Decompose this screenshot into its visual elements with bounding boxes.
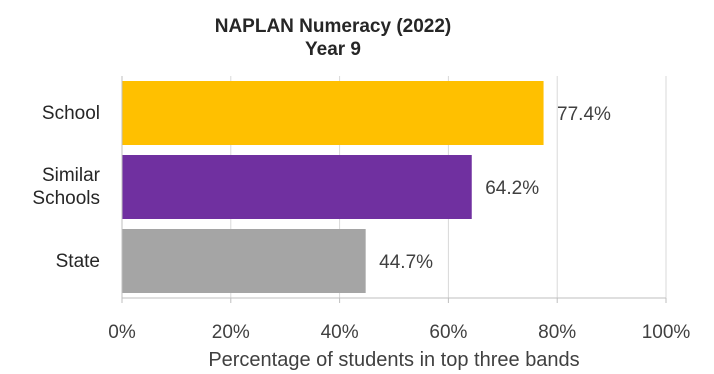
category-label-line: Schools xyxy=(32,188,100,209)
chart-title-line1: NAPLAN Numeracy (2022) xyxy=(214,16,452,37)
category-label: Similar Schools xyxy=(32,164,100,210)
category-label-line: State xyxy=(55,250,100,272)
category-label-line: School xyxy=(41,102,100,124)
category-label: State xyxy=(56,250,100,273)
x-tick-label: 40% xyxy=(321,322,359,343)
category-label: School xyxy=(42,102,100,125)
bar xyxy=(122,155,472,219)
data-label: 64.2% xyxy=(485,178,539,199)
x-tick-label: 100% xyxy=(642,322,691,343)
data-label: 77.4% xyxy=(557,104,611,125)
chart-title-line2: Year 9 xyxy=(305,39,361,60)
data-label: 44.7% xyxy=(379,252,433,273)
x-tick-label: 20% xyxy=(212,322,250,343)
x-tick-label: 60% xyxy=(429,322,467,343)
bar xyxy=(122,81,544,145)
x-axis-label: Percentage of students in top three band… xyxy=(208,349,580,371)
x-tick-label: 80% xyxy=(538,322,576,343)
x-tick-label: 0% xyxy=(108,322,136,343)
bar xyxy=(122,229,366,293)
category-label-line: Similar xyxy=(41,165,100,186)
